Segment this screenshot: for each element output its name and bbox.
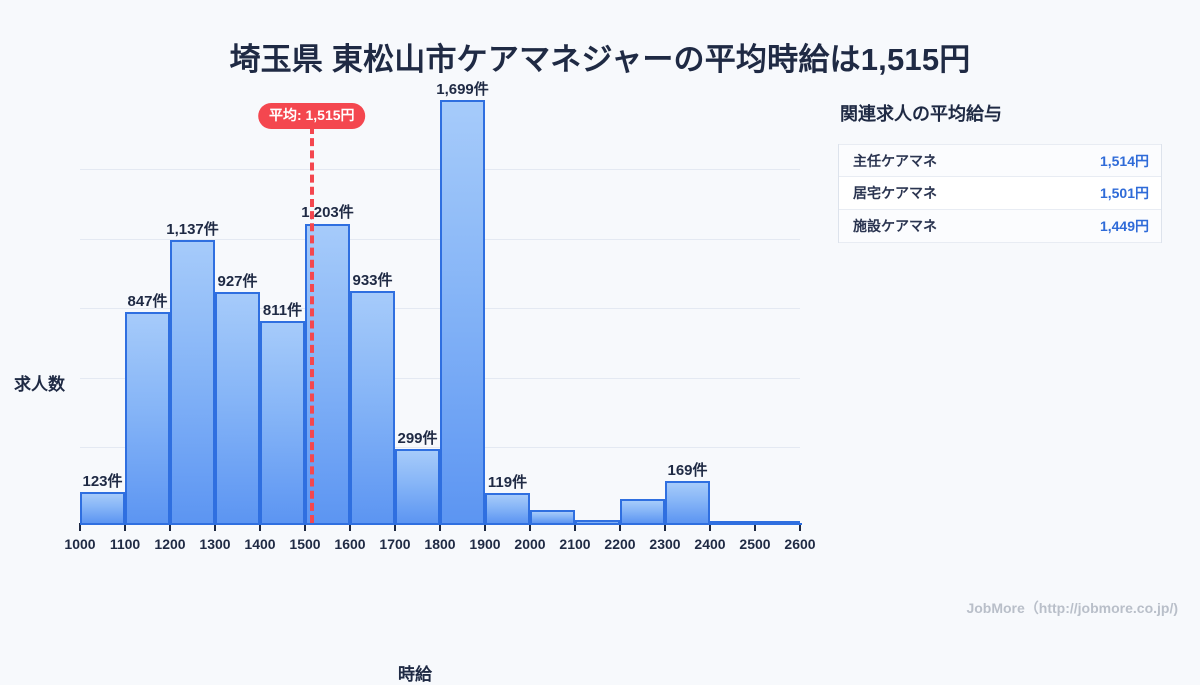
bar-value-label: 123件 xyxy=(82,473,123,491)
x-axis-title: 時給 xyxy=(398,665,432,684)
bar xyxy=(485,493,530,523)
x-tick-label: 1600 xyxy=(334,536,366,552)
bar-value-label: 119件 xyxy=(487,474,528,492)
table-row-value: 1,449円 xyxy=(1099,218,1149,234)
x-tick-mark xyxy=(304,523,306,531)
x-tick-label: 2500 xyxy=(739,536,771,552)
x-tick-mark xyxy=(754,523,756,531)
x-tick-label: 1100 xyxy=(109,536,141,552)
x-tick-mark xyxy=(484,523,486,531)
page-title: 埼玉県 東松山市ケアマネジャーの平均時給は1,515円 xyxy=(229,42,971,77)
average-line xyxy=(309,126,314,523)
x-tick-label: 1400 xyxy=(244,536,276,552)
bar xyxy=(575,520,620,523)
x-tick-mark xyxy=(214,523,216,531)
x-tick-mark xyxy=(349,523,351,531)
x-tick-label: 2100 xyxy=(559,536,591,552)
table-row-value: 1,514円 xyxy=(1099,152,1149,169)
x-tick-label: 2000 xyxy=(514,536,546,552)
x-tick-mark xyxy=(529,523,531,531)
bar xyxy=(710,521,755,523)
bar-value-label: 1,137件 xyxy=(166,220,219,238)
bar-value-label: 1,699件 xyxy=(436,81,489,98)
bar xyxy=(80,492,125,523)
x-tick-mark xyxy=(79,523,81,531)
bar-value-label: 169件 xyxy=(667,461,708,479)
x-tick-mark xyxy=(709,523,711,531)
bar xyxy=(620,498,665,523)
table-row-label: 居宅ケアマネ xyxy=(853,185,937,201)
table-row: 主任ケアマネ 1,514円 xyxy=(839,144,1161,177)
x-tick-mark xyxy=(619,523,621,531)
x-tick-mark xyxy=(439,523,441,531)
table-row-label: 施設ケアマネ xyxy=(853,218,937,234)
x-tick-label: 2300 xyxy=(649,536,681,552)
x-tick-label: 1000 xyxy=(64,536,96,552)
bar xyxy=(215,292,260,523)
x-tick-mark xyxy=(799,523,801,531)
plot-area: 123件 847件 1,137件 927件 811件 1,203件 933件 299件 1,69… xyxy=(64,81,815,552)
x-axis-line xyxy=(80,523,802,525)
x-tick-label: 1800 xyxy=(424,536,456,552)
bar xyxy=(350,290,395,523)
x-tick-label: 1500 xyxy=(289,536,321,552)
x-tick-mark xyxy=(394,523,396,531)
related-salary-table: 主任ケアマネ 1,514円居宅ケアマネ 1,501円施設ケアマネ 1,449円 xyxy=(838,144,1162,243)
x-tick-label: 1900 xyxy=(469,536,501,552)
footer-attribution: JobMore（http://jobmore.co.jp/) xyxy=(966,600,1178,616)
bar xyxy=(440,100,485,523)
bar-value-label: 811件 xyxy=(262,302,303,320)
bar-value-label: 1,203件 xyxy=(301,204,354,222)
bar xyxy=(170,239,215,523)
bar xyxy=(260,321,305,523)
bar xyxy=(665,480,710,523)
x-tick-label: 1200 xyxy=(154,536,186,552)
x-tick-label: 2200 xyxy=(604,536,636,552)
histogram-chart: 求人数 123件 847件 1,137件 927件 811件 1,203件 933件 299件… xyxy=(0,81,830,684)
y-axis-title: 求人数 xyxy=(14,375,65,394)
x-tick-mark xyxy=(124,523,126,531)
bar-value-label: 933件 xyxy=(352,271,393,289)
x-tick-mark xyxy=(169,523,171,531)
x-tick-label: 2600 xyxy=(784,536,816,552)
table-row: 居宅ケアマネ 1,501円 xyxy=(839,177,1161,210)
related-salary-panel: 関連求人の平均給与 主任ケアマネ 1,514円居宅ケアマネ 1,501円施設ケアマネ… xyxy=(838,100,1168,243)
x-tick-label: 1300 xyxy=(199,536,231,552)
bar xyxy=(755,521,800,523)
x-tick-mark xyxy=(664,523,666,531)
table-row-label: 主任ケアマネ xyxy=(853,152,937,169)
bar xyxy=(395,448,440,523)
chart-page: 埼玉県 東松山市ケアマネジャーの平均時給は1,515円 求人数 123件 847件… xyxy=(0,42,1178,684)
table-row-value: 1,501円 xyxy=(1099,185,1149,201)
x-tick-mark xyxy=(574,523,576,531)
table-row: 施設ケアマネ 1,449円 xyxy=(839,210,1161,243)
bar xyxy=(125,312,170,523)
bar-value-label: 927件 xyxy=(217,273,258,291)
related-salary-title: 関連求人の平均給与 xyxy=(840,104,1002,124)
x-tick-label: 1700 xyxy=(379,536,411,552)
bar xyxy=(530,510,575,523)
x-tick-mark xyxy=(259,523,261,531)
x-tick-label: 2400 xyxy=(694,536,726,552)
bar-value-label: 299件 xyxy=(397,429,438,447)
bar-value-label: 847件 xyxy=(127,293,168,311)
average-badge: 平均: 1,515円 xyxy=(257,103,366,130)
